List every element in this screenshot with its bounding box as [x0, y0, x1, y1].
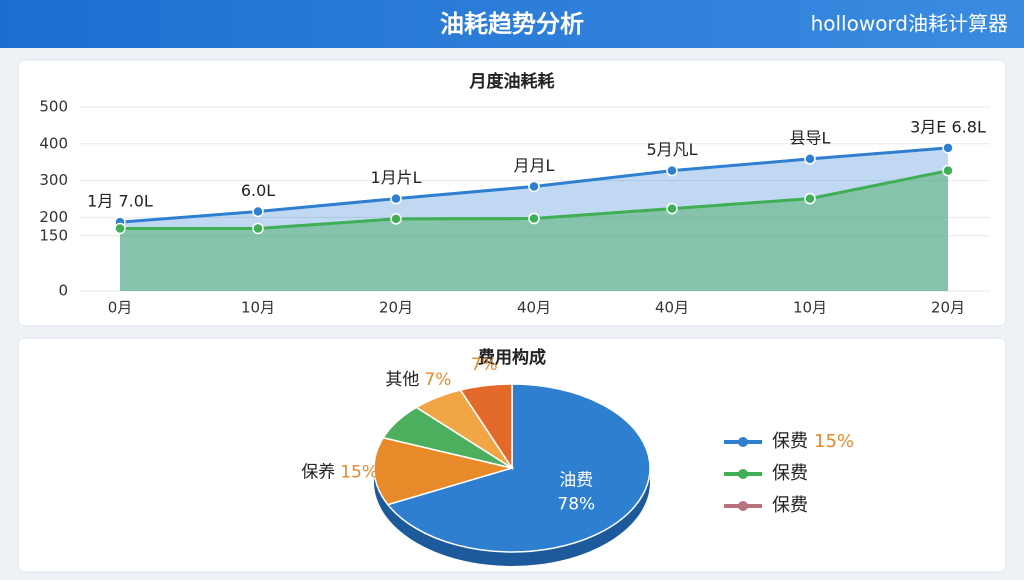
point	[114, 222, 126, 235]
legend-dot	[738, 469, 748, 479]
y-tick-label: 500	[39, 98, 68, 116]
point	[252, 205, 264, 218]
pie-slice	[459, 383, 513, 471]
annotation: 5月凡L	[646, 140, 697, 159]
slice-label: 保养 15%	[301, 462, 378, 482]
point	[666, 202, 678, 215]
area	[120, 170, 948, 291]
y-tick-label: 150	[39, 226, 68, 244]
y-tick-label: 300	[39, 171, 68, 189]
annotation: 6.0L	[241, 181, 275, 200]
brand: holloword油耗计算器	[811, 12, 1008, 36]
chart-title: 费用构成	[478, 347, 546, 368]
slice-value: 15%	[340, 462, 378, 482]
point	[528, 212, 540, 225]
slice-label: 油费 78%	[557, 471, 595, 515]
legend-dot	[738, 437, 748, 447]
x-tick-label: 20月	[379, 299, 413, 317]
point	[804, 192, 816, 205]
slice-name: 油费	[559, 471, 593, 491]
x-tick-label: 20月	[931, 299, 965, 317]
annotation: 3月E 6.8L	[910, 117, 986, 136]
x-tick-label: 10月	[793, 299, 827, 317]
point	[666, 164, 678, 177]
point	[528, 180, 540, 193]
annotation: 1月片L	[370, 168, 421, 187]
pie-slice	[373, 436, 515, 506]
legend-label: 保费	[772, 463, 808, 484]
legend-label: 保费	[772, 495, 808, 516]
annotation: 1月 7.0L	[87, 192, 153, 211]
legend-name: 保费	[772, 431, 808, 452]
pie-slice	[386, 383, 651, 553]
point	[390, 213, 402, 225]
legend-name: 保费	[772, 495, 808, 516]
slice-label: 其他 7%	[385, 370, 451, 390]
slice-name: 保养	[301, 462, 335, 482]
trend-card	[17, 59, 1007, 327]
slice-value: 7%	[471, 355, 498, 375]
point	[390, 192, 402, 205]
point	[252, 222, 264, 235]
x-tick-label: 40月	[517, 299, 551, 317]
legend-dot	[738, 501, 748, 511]
point	[942, 164, 954, 177]
header-bar	[0, 0, 1024, 48]
x-tick-label: 40月	[655, 299, 689, 317]
x-tick-label: 10月	[241, 299, 275, 317]
annotation: 县导L	[790, 128, 831, 147]
legend-label: 保费 15%	[772, 431, 854, 452]
legend-name: 保费	[772, 463, 808, 484]
slice-value: 7%	[424, 370, 451, 390]
y-tick-label: 0	[58, 282, 68, 300]
page-title: 油耗趋势分析	[440, 10, 584, 38]
slice-label: 7%	[471, 355, 498, 375]
chart-title: 月度油耗耗	[469, 71, 555, 92]
annotation: 月月L	[514, 156, 555, 175]
point	[942, 142, 954, 154]
slice-value: 78%	[557, 495, 595, 515]
legend-value: 15%	[814, 431, 854, 452]
slice-name: 其他	[385, 370, 419, 390]
y-tick-label: 400	[39, 134, 68, 152]
x-tick-label: 0月	[108, 299, 133, 317]
y-tick-label: 200	[39, 208, 68, 226]
point	[804, 153, 816, 165]
